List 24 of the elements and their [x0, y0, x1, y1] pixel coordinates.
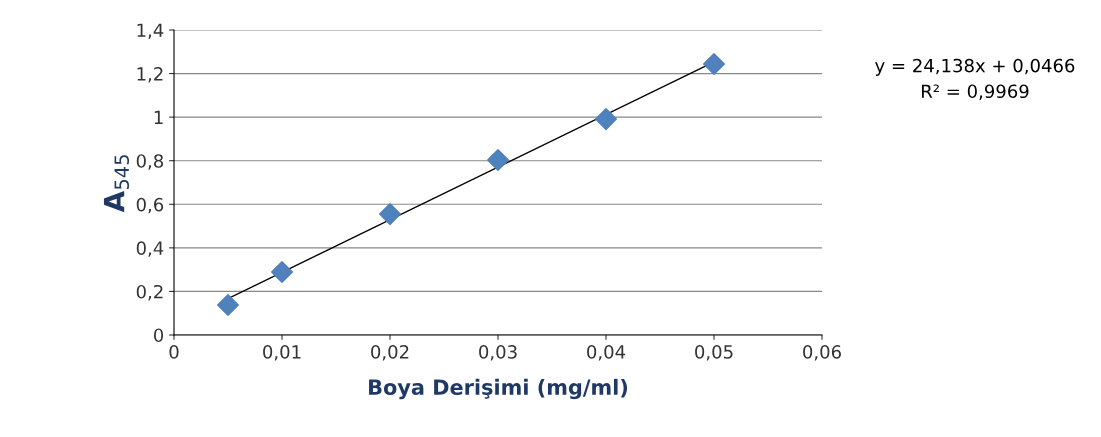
- y-tick-label: 0,6: [136, 197, 164, 214]
- y-tick-label: 0,8: [136, 154, 164, 170]
- y-tick-label: 1,4: [137, 23, 164, 39]
- x-axis-title: Boya Derişimi (mg/ml): [369, 378, 628, 400]
- text: y = 24,138x + 0,0466 R² = 0,9969: [875, 58, 1075, 100]
- y-axis-title: A$_{545}$: [103, 155, 130, 213]
- y-tick-label: 1,2: [137, 67, 163, 83]
- point: [487, 149, 509, 172]
- x-tick-label: 0,04: [587, 345, 626, 361]
- x-tick-label: 0,03: [479, 345, 517, 361]
- x-tick-label: 0: [169, 345, 179, 359]
- point: [217, 293, 239, 316]
- x-tick-label: 0,01: [263, 345, 301, 361]
- y-tick-label: 0: [153, 328, 164, 343]
- point: [271, 261, 293, 284]
- y-tick-label: 1: [154, 110, 163, 124]
- y-tick-label: 0,4: [136, 241, 164, 257]
- x-tick-label: 0,06: [803, 345, 841, 361]
- x-tick-label: 0,05: [695, 345, 733, 361]
- point: [703, 52, 725, 75]
- x-tick-label: 0,02: [371, 345, 409, 361]
- point: [595, 108, 617, 131]
- y-tick-label: 0,2: [136, 284, 163, 301]
- point: [379, 203, 401, 226]
